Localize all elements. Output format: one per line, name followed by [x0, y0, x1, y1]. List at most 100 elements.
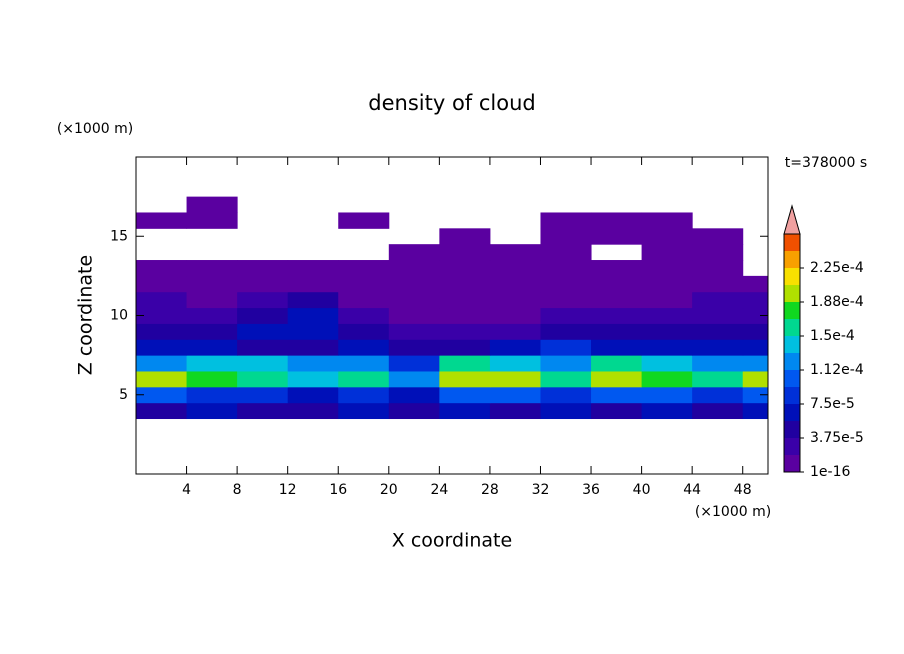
colorbar-tick-label: 1e-16 [810, 464, 850, 480]
contour-cell [439, 244, 491, 261]
contour-cell [237, 275, 289, 293]
contour-cell [489, 339, 541, 356]
contour-cell [540, 323, 592, 340]
contour-cell [388, 402, 440, 420]
contour-cell [692, 402, 744, 420]
contour-cell [338, 339, 390, 356]
y-unit: (×1000 m) [57, 121, 133, 137]
contour-cell [591, 260, 643, 277]
contour-cell [136, 355, 188, 372]
contour-cell [540, 386, 592, 404]
contour-cell [591, 355, 643, 372]
contour-cell [237, 370, 289, 388]
contour-cell [186, 260, 238, 277]
colorbar-swatch [784, 421, 800, 438]
contour-cell [136, 275, 188, 293]
contour-cell [742, 370, 769, 388]
contour-cell [186, 291, 238, 309]
contour-cell [641, 402, 693, 420]
contour-cell [287, 260, 339, 277]
contour-cell [237, 402, 289, 420]
colorbar-swatch [784, 336, 800, 353]
contour-cell [439, 339, 491, 356]
x-tick-label: 20 [380, 482, 398, 498]
contour-cell [641, 228, 693, 245]
colorbar-swatch [784, 302, 800, 319]
contour-cell [540, 402, 592, 420]
contour-cell [692, 307, 744, 324]
contour-cell [439, 386, 491, 404]
contour-cell [489, 291, 541, 309]
y-tick-label: 5 [119, 387, 128, 403]
y-tick-label: 15 [110, 228, 128, 244]
contour-cell [742, 355, 769, 372]
colorbar-swatch [784, 387, 800, 404]
contour-cell [237, 291, 289, 309]
contour-cell [641, 275, 693, 293]
colorbar-tick-label: 1.12e-4 [810, 362, 864, 378]
colorbar-tick-label: 1.88e-4 [810, 294, 864, 310]
contour-cell [641, 212, 693, 229]
contour-cell [540, 339, 592, 356]
contour-cell [186, 323, 238, 340]
contour-cell [540, 355, 592, 372]
contour-cell [186, 355, 238, 372]
contour-cell [692, 275, 744, 293]
x-tick-label: 36 [582, 482, 600, 498]
colorbar-swatch [784, 251, 800, 268]
colorbar-swatch [784, 370, 800, 387]
contour-cell [439, 323, 491, 340]
contour-cell [742, 339, 769, 356]
contour-cell [540, 244, 592, 261]
x-tick-label: 8 [233, 482, 242, 498]
contour-cell [388, 386, 440, 404]
contour-cell [338, 355, 390, 372]
contour-cell [489, 260, 541, 277]
contour-cell [388, 275, 440, 293]
contour-cell [388, 370, 440, 388]
x-unit: (×1000 m) [695, 504, 771, 520]
contour-cell [338, 212, 390, 229]
x-tick-label: 32 [532, 482, 550, 498]
contour-cell [287, 386, 339, 404]
colorbar-swatch [784, 268, 800, 285]
contour-cell [591, 339, 643, 356]
x-axis-label: X coordinate [392, 530, 512, 552]
contour-cell [439, 307, 491, 324]
contour-cell [338, 323, 390, 340]
contour-cell [287, 307, 339, 324]
contour-cell [591, 370, 643, 388]
colorbar-extend [783, 204, 801, 235]
contour-cell [591, 291, 643, 309]
colorbar-swatch [784, 353, 800, 370]
contour-cell [489, 402, 541, 420]
time-annotation: t=378000 s [785, 155, 867, 171]
x-tick-label: 40 [633, 482, 651, 498]
contour-cell [489, 323, 541, 340]
contour-cell [136, 260, 188, 277]
contour-cell [237, 260, 289, 277]
contour-cell [186, 339, 238, 356]
colorbar-swatch [784, 285, 800, 302]
contour-cell [186, 370, 238, 388]
contour-cell [388, 355, 440, 372]
contour-cell [540, 228, 592, 245]
y-tick-label: 10 [110, 308, 128, 324]
contour-cell [338, 402, 390, 420]
contour-cell [237, 307, 289, 324]
contour-cell [338, 370, 390, 388]
contour-cell [641, 339, 693, 356]
contour-cell [287, 355, 339, 372]
contour-cell [186, 402, 238, 420]
contour-cell [692, 339, 744, 356]
contour-cell [136, 402, 188, 420]
contour-cell [237, 355, 289, 372]
contour-cell [136, 291, 188, 309]
contour-cell [136, 339, 188, 356]
contour-cell [186, 196, 238, 213]
contour-cell [540, 291, 592, 309]
contour-cell [692, 323, 744, 340]
contour-cell [641, 355, 693, 372]
contour-cell [136, 307, 188, 324]
contour-cell [186, 275, 238, 293]
